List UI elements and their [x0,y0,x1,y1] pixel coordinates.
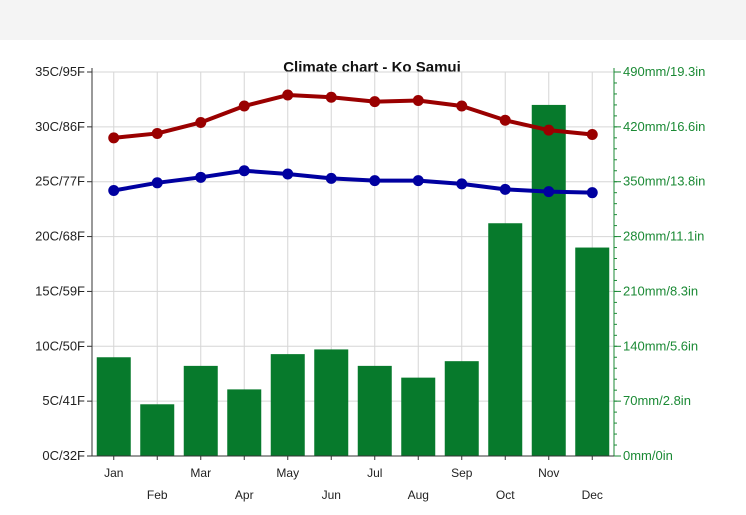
min-temperature-point-aug [412,175,424,187]
right-axis-tick-label: 140mm/5.6in [623,338,698,353]
min-temperature-point-jul [369,175,381,187]
max-temperature-point-jan [108,132,120,144]
x-axis-label-oct: Oct [496,488,515,502]
left-axis-tick-label: 35C/95F [35,64,85,79]
min-temperature-point-feb [151,177,163,189]
temperature-lines [108,89,598,199]
min-temperature-point-jan [108,184,120,196]
x-axis-label-apr: Apr [235,488,254,502]
max-temperature-point-dec [586,129,598,141]
right-axis-tick-label: 70mm/2.8in [623,393,691,408]
precipitation-bar-feb [140,404,175,456]
x-axis-label-jul: Jul [367,466,382,480]
max-temperature-point-nov [543,124,555,136]
x-axis-label-feb: Feb [147,488,168,502]
max-temperature-point-may [282,89,294,101]
left-axis-tick-label: 20C/68F [35,229,85,244]
max-temperature-line [111,93,595,140]
left-axis-tick-label: 10C/50F [35,338,85,353]
min-temperature-point-apr [238,165,250,177]
max-temperature-point-sep [456,100,468,112]
x-axis-label-nov: Nov [538,466,559,480]
precipitation-bar-jul [357,365,392,456]
precipitation-bar-apr [227,389,262,456]
x-axis-label-jan: Jan [104,466,123,480]
left-axis-tick-label: 15C/59F [35,283,85,298]
x-axis-label-may: May [276,466,299,480]
precipitation-bars [96,104,610,457]
max-temperature-point-aug [412,95,424,107]
precipitation-bar-jun [314,349,349,456]
precipitation-bar-dec [575,247,610,456]
precipitation-bar-mar [183,365,218,456]
max-temperature-point-jul [369,96,381,108]
precipitation-bar-may [270,354,305,456]
chart-title: Climate chart - Ko Samui [283,59,461,76]
right-axis-tick-label: 210mm/8.3in [623,283,698,298]
x-axis-label-sep: Sep [451,466,473,480]
right-axis-tick-label: 350mm/13.8in [623,174,705,189]
left-axis-tick-label: 0C/32F [42,448,85,463]
min-temperature-point-sep [456,178,468,190]
x-axis-label-jun: Jun [322,488,341,502]
min-temperature-point-oct [499,183,511,195]
axes [87,68,621,460]
min-temperature-point-may [282,168,294,180]
precipitation-bar-aug [401,377,436,456]
x-axis-label-mar: Mar [190,466,211,480]
x-axis-label-dec: Dec [582,488,603,502]
max-temperature-point-oct [499,114,511,126]
max-temperature-point-jun [325,91,337,103]
left-axis-tick-label: 30C/86F [35,119,85,134]
max-temperature-point-apr [238,100,250,112]
right-axis-tick-label: 420mm/16.6in [623,119,705,134]
min-temperature-point-dec [586,187,598,199]
x-axis-label-aug: Aug [408,488,429,502]
min-temperature-point-nov [543,186,555,198]
precipitation-bar-sep [444,361,479,456]
min-temperature-point-jun [325,172,337,184]
min-temperature-point-mar [195,171,207,183]
right-axis-tick-label: 0mm/0in [623,448,673,463]
left-axis-tick-label: 25C/77F [35,174,85,189]
top-bar [0,0,746,40]
min-temperature-line [111,168,595,195]
left-axis-tick-label: 5C/41F [42,393,85,408]
tick-labels: 0C/32F 5C/41F 10C/50F 15C/59F 20C/68F 25C/77F… [35,64,705,502]
max-temperature-point-mar [195,116,207,128]
precipitation-bar-nov [531,104,566,457]
right-axis-tick-label: 490mm/19.3in [623,64,705,79]
right-axis-tick-label: 280mm/11.1in [623,229,704,244]
precipitation-bar-oct [488,223,523,456]
max-temperature-point-feb [151,127,163,139]
precipitation-bar-jan [96,357,131,456]
